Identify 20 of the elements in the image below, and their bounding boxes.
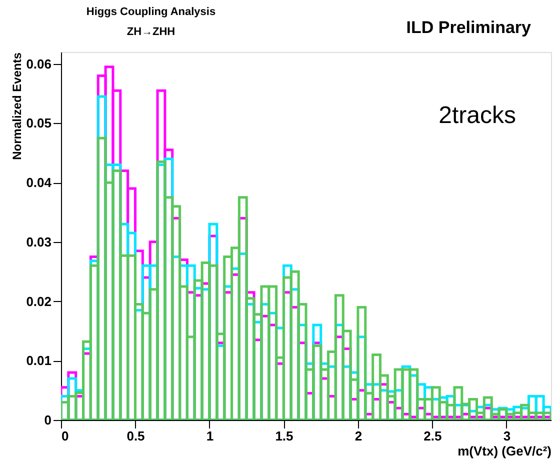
x-tick-label: 3 [503, 428, 511, 444]
y-axis-title: Normalized Events [10, 52, 24, 160]
x-tick-label: 0.5 [126, 428, 145, 444]
x-tick-label: 1 [206, 428, 214, 444]
annotation: 2tracks [438, 102, 516, 129]
y-tick-label: 0 [44, 412, 52, 428]
x-tick-label: 2.5 [424, 428, 442, 444]
text: ILD Preliminary [406, 18, 532, 37]
x-tick-label: 1.5 [275, 428, 294, 444]
y-tick-label: 0.03 [26, 234, 52, 250]
y-tick-label: 0.01 [26, 353, 52, 368]
x-tick-label: 2 [354, 428, 362, 444]
chart-title: Higgs Coupling Analysis [86, 6, 216, 18]
y-tick-label: 0.05 [26, 116, 52, 131]
y-tick-label: 0.02 [26, 294, 52, 309]
chart-subtitle: ZH→ZHH [126, 26, 176, 38]
x-tick-label: 0 [62, 428, 69, 444]
x-axis-title: m(Vtx) (GeV/c²) [458, 444, 552, 458]
y-tick-label: 0.04 [26, 175, 52, 190]
y-tick-label: 0.06 [26, 56, 52, 72]
